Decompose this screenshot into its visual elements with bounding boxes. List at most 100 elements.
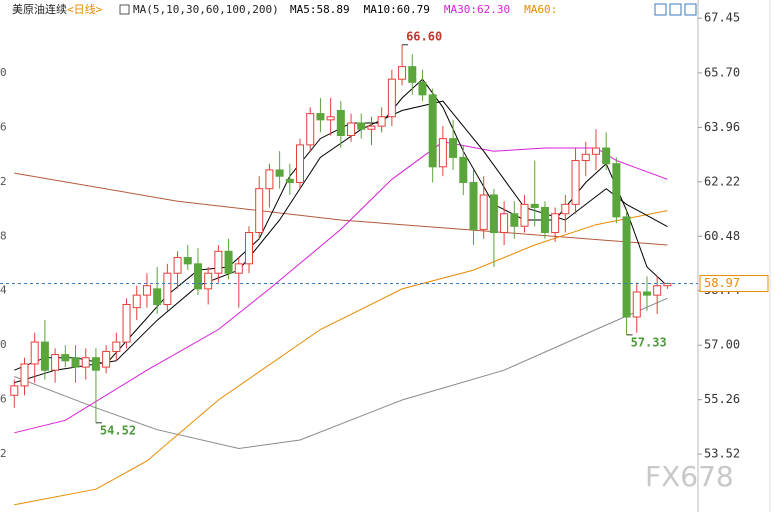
candle-body	[500, 213, 509, 234]
candle	[398, 44, 407, 86]
candle	[20, 357, 29, 396]
candle-body	[173, 257, 182, 274]
left-tick-label: 2	[0, 175, 7, 188]
legend-entry: MA5:58.89	[290, 3, 350, 16]
candle-body	[367, 125, 376, 130]
candle-body	[387, 78, 396, 118]
watermark: FX678	[645, 460, 734, 493]
candle-body	[275, 169, 284, 177]
candle	[204, 266, 213, 305]
candle-body	[51, 354, 60, 371]
candle-body	[183, 257, 192, 265]
candle	[142, 273, 151, 308]
period: <日线>	[67, 2, 103, 16]
candle-body	[132, 294, 141, 309]
candle	[438, 126, 447, 177]
candle-body	[418, 81, 427, 96]
candle-body	[122, 304, 131, 343]
candle	[347, 113, 356, 142]
candle	[193, 248, 202, 296]
y-tick-label: 53.52	[704, 447, 740, 461]
candle-body	[163, 272, 172, 306]
candle-body	[81, 357, 90, 368]
candle-body	[469, 181, 478, 230]
candle	[489, 188, 498, 267]
candle-body	[102, 350, 111, 368]
candle	[61, 345, 70, 368]
candle	[357, 113, 366, 139]
candle-body	[653, 285, 662, 296]
candle	[561, 194, 570, 233]
candle-body	[540, 206, 549, 234]
symbol: 美原油连续	[12, 2, 67, 16]
candle	[428, 88, 437, 183]
candle-body	[214, 250, 223, 274]
candle-body	[61, 354, 70, 362]
candle	[571, 148, 580, 214]
ma-line	[14, 210, 668, 506]
candle-body	[40, 341, 49, 371]
candle-body	[428, 94, 437, 168]
candle	[602, 132, 611, 170]
candle	[285, 163, 294, 195]
candle-body	[530, 203, 539, 208]
ma-line	[14, 297, 668, 450]
toolbar	[654, 3, 697, 16]
candle-body	[632, 291, 641, 318]
tool-icon[interactable]	[654, 3, 667, 16]
candle-body	[91, 357, 100, 371]
candle-body	[306, 113, 315, 146]
legend-entry: MA30:62.30	[444, 3, 510, 16]
candle	[275, 151, 284, 189]
candle	[306, 107, 315, 152]
candle	[520, 194, 529, 233]
candle	[40, 320, 49, 380]
left-tick-label: 0	[0, 66, 7, 79]
candle-body	[551, 213, 560, 234]
candle	[612, 157, 621, 224]
annotation: 54.52	[100, 423, 136, 437]
candle	[510, 201, 519, 239]
candle-body	[479, 194, 488, 230]
left-tick-label: 4	[0, 284, 7, 297]
candle	[387, 69, 396, 127]
candle-body	[438, 138, 447, 168]
annotation: 66.60	[406, 29, 442, 43]
candle	[316, 97, 325, 133]
candle	[163, 263, 172, 311]
candle	[173, 251, 182, 289]
last-price-label: 58.97	[704, 276, 740, 290]
candle-body	[602, 147, 611, 165]
candle	[153, 266, 162, 314]
candle	[71, 345, 80, 383]
candle	[581, 141, 590, 177]
candle	[234, 257, 243, 308]
tool-icon[interactable]	[669, 3, 682, 16]
candle-body	[571, 160, 580, 205]
legend-entry: MA10:60.79	[364, 3, 430, 16]
candle	[622, 210, 631, 335]
candle-body	[316, 113, 325, 121]
ma-params: MA(5,10,30,60,100,200)	[133, 3, 279, 16]
candle-body	[30, 341, 39, 365]
candle-body	[591, 147, 600, 155]
y-tick-label: 57.00	[704, 338, 740, 352]
candle	[112, 332, 121, 361]
candle	[214, 245, 223, 283]
candle-body	[510, 213, 519, 227]
candle-body	[285, 178, 294, 183]
candle-body	[520, 203, 529, 227]
checkbox-icon[interactable]	[119, 4, 130, 15]
candle	[642, 276, 651, 311]
candle-body	[20, 363, 29, 387]
left-tick-label: 6	[0, 120, 7, 133]
tool-icon[interactable]	[684, 3, 697, 16]
candle	[551, 207, 560, 242]
candle	[244, 226, 253, 274]
candle	[367, 116, 376, 145]
candle-body	[377, 116, 386, 127]
candle	[326, 97, 335, 136]
candle-body	[296, 144, 305, 183]
